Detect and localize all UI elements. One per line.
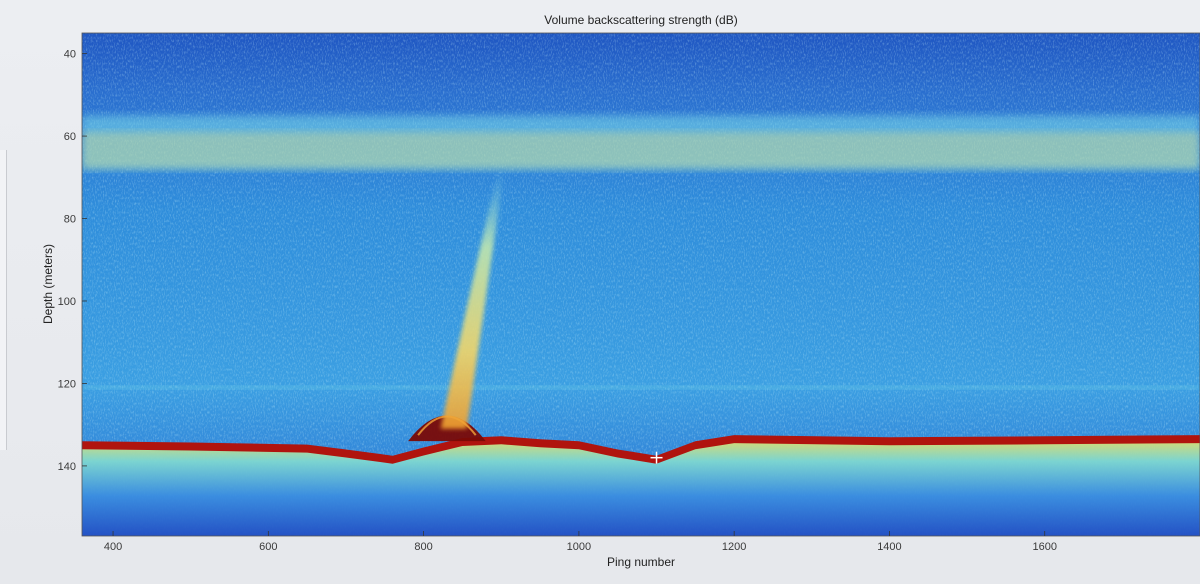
faint-layer (82, 385, 1200, 390)
x-tick-label: 400 (104, 541, 122, 553)
y-tick-label: 140 (58, 461, 76, 473)
y-tick-label: 100 (58, 296, 76, 308)
y-tick-label: 120 (58, 378, 76, 390)
plot-frame (81, 32, 1200, 537)
chart-title: Volume backscattering strength (dB) (544, 13, 737, 27)
y-axis-label: Depth (meters) (41, 244, 55, 324)
bubble-plume (440, 169, 505, 429)
x-tick-label: 1200 (722, 541, 746, 553)
y-tick-label: 60 (64, 131, 76, 143)
x-axis-label: Ping number (607, 555, 675, 569)
y-tick-label: 80 (64, 214, 76, 226)
window-frame-edge (0, 150, 7, 450)
scattering-layer-core (82, 131, 1200, 170)
y-tick-label: 40 (64, 49, 76, 61)
sub-bottom-echo (82, 436, 1200, 536)
seabed-echo-band (82, 435, 1200, 464)
x-tick-label: 1600 (1032, 541, 1056, 553)
x-tick-label: 1400 (877, 541, 901, 553)
x-tick-label: 800 (414, 541, 432, 553)
x-tick-label: 600 (259, 541, 277, 553)
x-tick-label: 1000 (567, 541, 591, 553)
